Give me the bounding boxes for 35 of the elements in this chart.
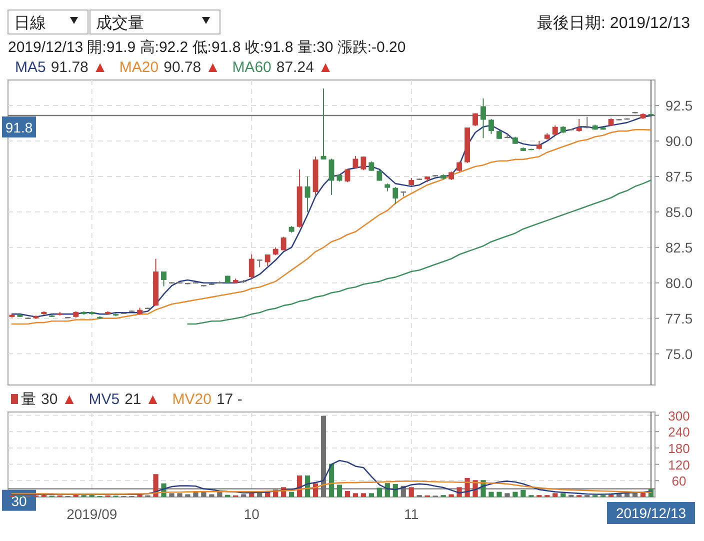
- y-tick-label: 240: [668, 424, 690, 440]
- y-tick-label: 80.0: [665, 274, 693, 291]
- text: 30 ▲: [41, 391, 77, 408]
- y-tick-label: 82.5: [665, 239, 693, 256]
- text: 87.24 ▲: [276, 59, 333, 76]
- text: 17 -: [216, 391, 242, 408]
- y-tick-label: 90.0: [665, 133, 693, 149]
- text: 91.78 ▲: [50, 59, 108, 76]
- text: 21 ▲: [124, 391, 160, 408]
- x-tick-label: 2019/12/13: [616, 505, 686, 521]
- y-tick-label: 77.5: [665, 310, 693, 326]
- x-tick-label: 11: [404, 506, 419, 522]
- x-tick-label: 10: [244, 506, 260, 522]
- text: 最後日期: 2019/12/13: [537, 14, 690, 32]
- y-tick-label: 120: [668, 457, 690, 472]
- text: 2019/12/13 開:91.9 高:92.2 低:91.8 收:91.8 量:30 漲跌:-0.20: [8, 39, 406, 56]
- text: MV5: [88, 391, 120, 408]
- y-tick-label: 87.5: [665, 168, 693, 184]
- text: MA5: [15, 59, 46, 76]
- y-tick-label: 60: [672, 474, 686, 489]
- y-tick-label: 300: [668, 408, 690, 424]
- text: 90.78 ▲: [164, 59, 220, 76]
- legend-label: 量: [21, 391, 36, 408]
- text: MA20: [119, 59, 159, 76]
- text: 成交量: [96, 14, 144, 32]
- x-tick-label: 2019/09: [66, 506, 118, 522]
- y-tick-label: 85.0: [665, 204, 693, 220]
- y-tick-label: 75.0: [665, 346, 693, 362]
- y-tick-label: 92.5: [665, 98, 693, 114]
- text: MA60: [232, 59, 272, 76]
- y-tick-label: 180: [668, 440, 690, 456]
- ref-line-label: 30: [11, 492, 27, 509]
- text: 日線: [14, 15, 46, 32]
- ref-line-label: 91.8: [5, 119, 33, 136]
- text: MV20: [172, 391, 212, 408]
